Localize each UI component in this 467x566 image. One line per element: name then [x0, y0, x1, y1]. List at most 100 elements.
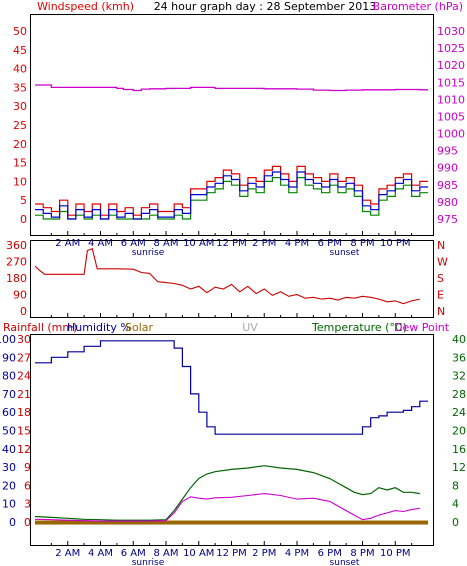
humidity-tick-label: 20 [2, 479, 16, 492]
humidity-series-line [35, 340, 428, 435]
barometer-tick-label: 975 [437, 213, 458, 226]
direction-tick-label: 360 [6, 239, 27, 252]
x-tick-label: 4 AM [88, 238, 113, 249]
humidity-tick-label: 50 [2, 425, 16, 438]
x-tick-label: 8 PM [350, 548, 374, 559]
humidity-label: Humidity % [67, 321, 131, 334]
humidity-tick-label: 40 [2, 443, 16, 456]
rain-tick-label: 24 [17, 370, 31, 383]
wind-tick-label: 5 [20, 194, 27, 207]
temperature-tick-label: 4 [452, 498, 459, 511]
barometer-tick-label: 1025 [437, 42, 465, 55]
x-tick-label: 10 AM [183, 238, 214, 249]
barometer-series-line [35, 84, 428, 92]
uv-label: UV [242, 321, 258, 334]
barometer-tick-label: 990 [437, 162, 458, 175]
barometer-tick-label: 995 [437, 145, 458, 158]
x-tick-label: 8 PM [350, 238, 374, 249]
wind-tick-label: 50 [13, 25, 27, 38]
wind-tick-label: 15 [13, 157, 27, 170]
rain-tick-label: 18 [17, 406, 31, 419]
wind-tick-label: 35 [13, 81, 27, 94]
wind-tick-label: 10 [13, 175, 27, 188]
humidity-tick-label: 60 [2, 406, 16, 419]
temperature-series-line [34, 465, 420, 521]
x-tick-label: 6 PM [318, 548, 342, 559]
temperature-tick-label: 36 [452, 351, 466, 364]
barometer-tick-label: 985 [437, 179, 458, 192]
wind-barometer-panel: 0510152025303540455097598098599099510001… [13, 25, 465, 258]
humidity-tick-label: 80 [2, 370, 16, 383]
x-tick-label: 6 AM [121, 548, 146, 559]
barometer-tick-label: 1020 [437, 59, 465, 72]
x-tick-label: 8 AM [153, 238, 178, 249]
rain-tick-label: 0 [24, 516, 31, 529]
temperature-tick-label: 0 [452, 516, 459, 529]
x-tick-label: 10 PM [380, 548, 411, 559]
solar-label: Solar [125, 321, 154, 334]
rain-tick-label: 21 [17, 388, 31, 401]
barometer-tick-label: 980 [437, 196, 458, 209]
temperature-tick-label: 28 [452, 388, 466, 401]
x-tick-label: 4 AM [88, 548, 113, 559]
x-tick-label: 2 AM [55, 238, 80, 249]
wind-tick-label: 0 [20, 213, 27, 226]
humidity-tick-label: 10 [2, 498, 16, 511]
temperature-tick-label: 32 [452, 370, 466, 383]
panel-frames [30, 14, 434, 546]
wind-tick-label: 45 [13, 44, 27, 57]
temperature-label: Temperature (°C) [311, 321, 407, 334]
sunset-label: sunset [330, 558, 360, 566]
humidity-tick-label: 100 [0, 333, 16, 346]
direction-tick-label: 270 [6, 256, 27, 269]
barometer-tick-label: 1000 [437, 128, 465, 141]
temperature-tick-label: 20 [452, 425, 466, 438]
x-tick-label: 10 PM [380, 238, 411, 249]
dew-point-series-line [34, 493, 420, 522]
rain-tick-label: 3 [24, 498, 31, 511]
temperature-tick-label: 12 [452, 461, 466, 474]
temperature-tick-label: 16 [452, 443, 466, 456]
rain-tick-label: 15 [17, 425, 31, 438]
compass-label: N [437, 305, 445, 318]
wind-low-series-line [35, 177, 428, 220]
direction-tick-label: 0 [20, 305, 27, 318]
wind-tick-label: 40 [13, 63, 27, 76]
dew-point-label: Dew Point [394, 321, 450, 334]
temperature-tick-label: 40 [452, 333, 466, 346]
rain-tick-label: 9 [24, 461, 31, 474]
x-tick-label: 12 PM [216, 548, 247, 559]
rain-tick-label: 12 [17, 443, 31, 456]
x-tick-label: 4 PM [285, 548, 309, 559]
rainfall-label: Rainfall (mm) [3, 321, 77, 334]
sunset-label: sunset [330, 248, 360, 258]
humidity-tick-label: 90 [2, 351, 16, 364]
temperature-humidity-panel: 0102030405060708090100036912151821242730… [0, 333, 466, 566]
windspeed-axis-label: Windspeed (kmh) [37, 0, 134, 13]
compass-label: S [437, 272, 444, 285]
panel-frame-temperature [30, 334, 434, 546]
barometer-tick-label: 1030 [437, 25, 465, 38]
barometer-tick-label: 1010 [437, 93, 465, 106]
graph-title: 24 hour graph day : 28 September 2013 [154, 0, 377, 13]
compass-label: N [437, 239, 445, 252]
wind-avg-series-line [35, 171, 428, 220]
solar-band [35, 520, 428, 525]
sunrise-label: sunrise [132, 558, 165, 566]
wind-tick-label: 30 [13, 100, 27, 113]
wind-tick-label: 25 [13, 119, 27, 132]
humidity-tick-label: 30 [2, 461, 16, 474]
humidity-tick-label: 70 [2, 388, 16, 401]
x-tick-label: 8 AM [153, 548, 178, 559]
rain-tick-label: 30 [17, 333, 31, 346]
panel-frame-wind [30, 14, 434, 236]
barometer-tick-label: 1005 [437, 110, 465, 123]
x-tick-label: 2 PM [252, 238, 276, 249]
direction-tick-label: 180 [6, 272, 27, 285]
panel-frame-direction [30, 240, 434, 318]
x-tick-label: 6 PM [318, 238, 342, 249]
temperature-tick-label: 8 [452, 479, 459, 492]
